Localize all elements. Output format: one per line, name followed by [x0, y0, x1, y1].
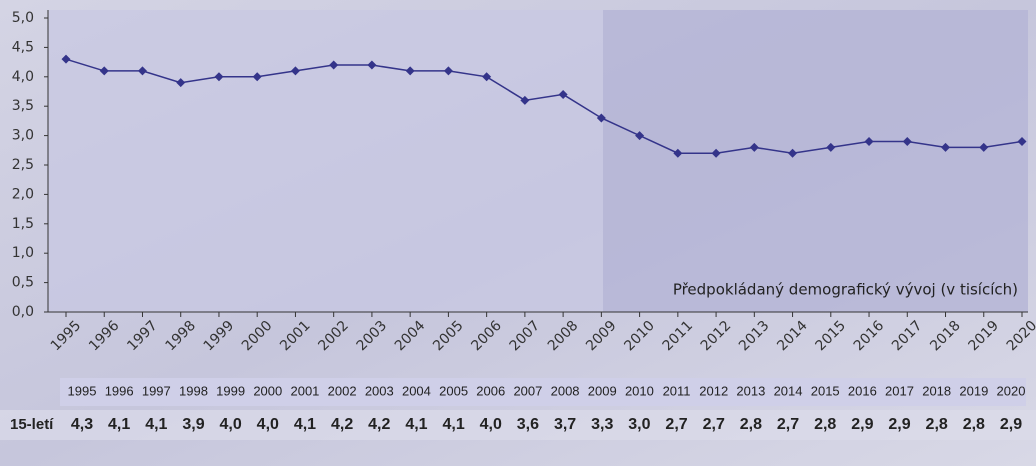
table-value: 4,0 [220, 416, 242, 433]
table-header: 2017 [885, 383, 914, 398]
annotation: Předpokládaný demografický vývoj (v tisí… [673, 281, 1018, 299]
table-header: 2005 [439, 383, 468, 398]
table-header: 1998 [179, 383, 208, 398]
table-value: 4,1 [405, 416, 427, 433]
y-tick-label: 0,0 [12, 304, 34, 320]
table-header: 2019 [959, 383, 988, 398]
chart: Předpokládaný demografický vývoj (v tisí… [0, 0, 1036, 466]
table-header: 2010 [625, 383, 654, 398]
y-tick-label: 4,0 [12, 69, 34, 85]
table-value: 3,7 [554, 416, 576, 433]
table-value: 2,8 [740, 416, 762, 433]
y-tick-label: 4,5 [12, 39, 34, 55]
table-header: 2018 [922, 383, 951, 398]
table-header: 2009 [588, 383, 617, 398]
table-value: 2,8 [963, 416, 985, 433]
table-value: 2,9 [888, 416, 910, 433]
table-value: 4,2 [331, 416, 353, 433]
y-tick-label: 3,5 [12, 98, 34, 114]
table-header: 2000 [253, 383, 282, 398]
table-value: 2,8 [814, 416, 836, 433]
table-header: 2015 [811, 383, 840, 398]
table-value: 4,1 [108, 416, 130, 433]
y-tick-label: 5,0 [12, 10, 34, 26]
table-value: 2,9 [1000, 416, 1022, 433]
table-header: 2002 [328, 383, 357, 398]
table-value: 3,6 [517, 416, 539, 433]
table-header: 2007 [513, 383, 542, 398]
table-value: 2,7 [665, 416, 687, 433]
y-tick-label: 3,0 [12, 128, 34, 144]
table-header: 2012 [699, 383, 728, 398]
y-tick-label: 2,0 [12, 186, 34, 202]
row-label: 15-letí [10, 416, 54, 433]
table-value: 4,3 [71, 416, 93, 433]
table-header: 2004 [402, 383, 431, 398]
plot-area [48, 10, 603, 312]
y-tick-label: 2,5 [12, 157, 34, 173]
table-header: 2008 [551, 383, 580, 398]
table-value: 4,1 [442, 416, 464, 433]
y-tick-label: 1,0 [12, 245, 34, 261]
table-value: 2,8 [926, 416, 948, 433]
table-value: 4,0 [257, 416, 279, 433]
y-tick-label: 0,5 [12, 275, 34, 291]
table-header: 2020 [997, 383, 1026, 398]
table-header: 2003 [365, 383, 394, 398]
table-header: 1996 [105, 383, 134, 398]
table-value: 3,3 [591, 416, 613, 433]
table-value: 4,0 [480, 416, 502, 433]
table-header: 1997 [142, 383, 171, 398]
table-header: 2013 [736, 383, 765, 398]
table-value: 2,7 [777, 416, 799, 433]
y-tick-label: 1,5 [12, 216, 34, 232]
table-value: 2,9 [851, 416, 873, 433]
table-value: 3,9 [182, 416, 204, 433]
table-header: 1999 [216, 383, 245, 398]
table-header: 2011 [663, 383, 691, 398]
table-header: 2014 [774, 383, 803, 398]
table-header: 2001 [290, 383, 319, 398]
table-value: 3,0 [628, 416, 650, 433]
table-header: 2016 [848, 383, 877, 398]
table-value: 2,7 [703, 416, 725, 433]
table-value: 4,2 [368, 416, 390, 433]
table-header: 2006 [476, 383, 505, 398]
table-value: 4,1 [294, 416, 316, 433]
table-value: 4,1 [145, 416, 167, 433]
table-header: 1995 [68, 383, 97, 398]
forecast-area [603, 10, 1028, 312]
